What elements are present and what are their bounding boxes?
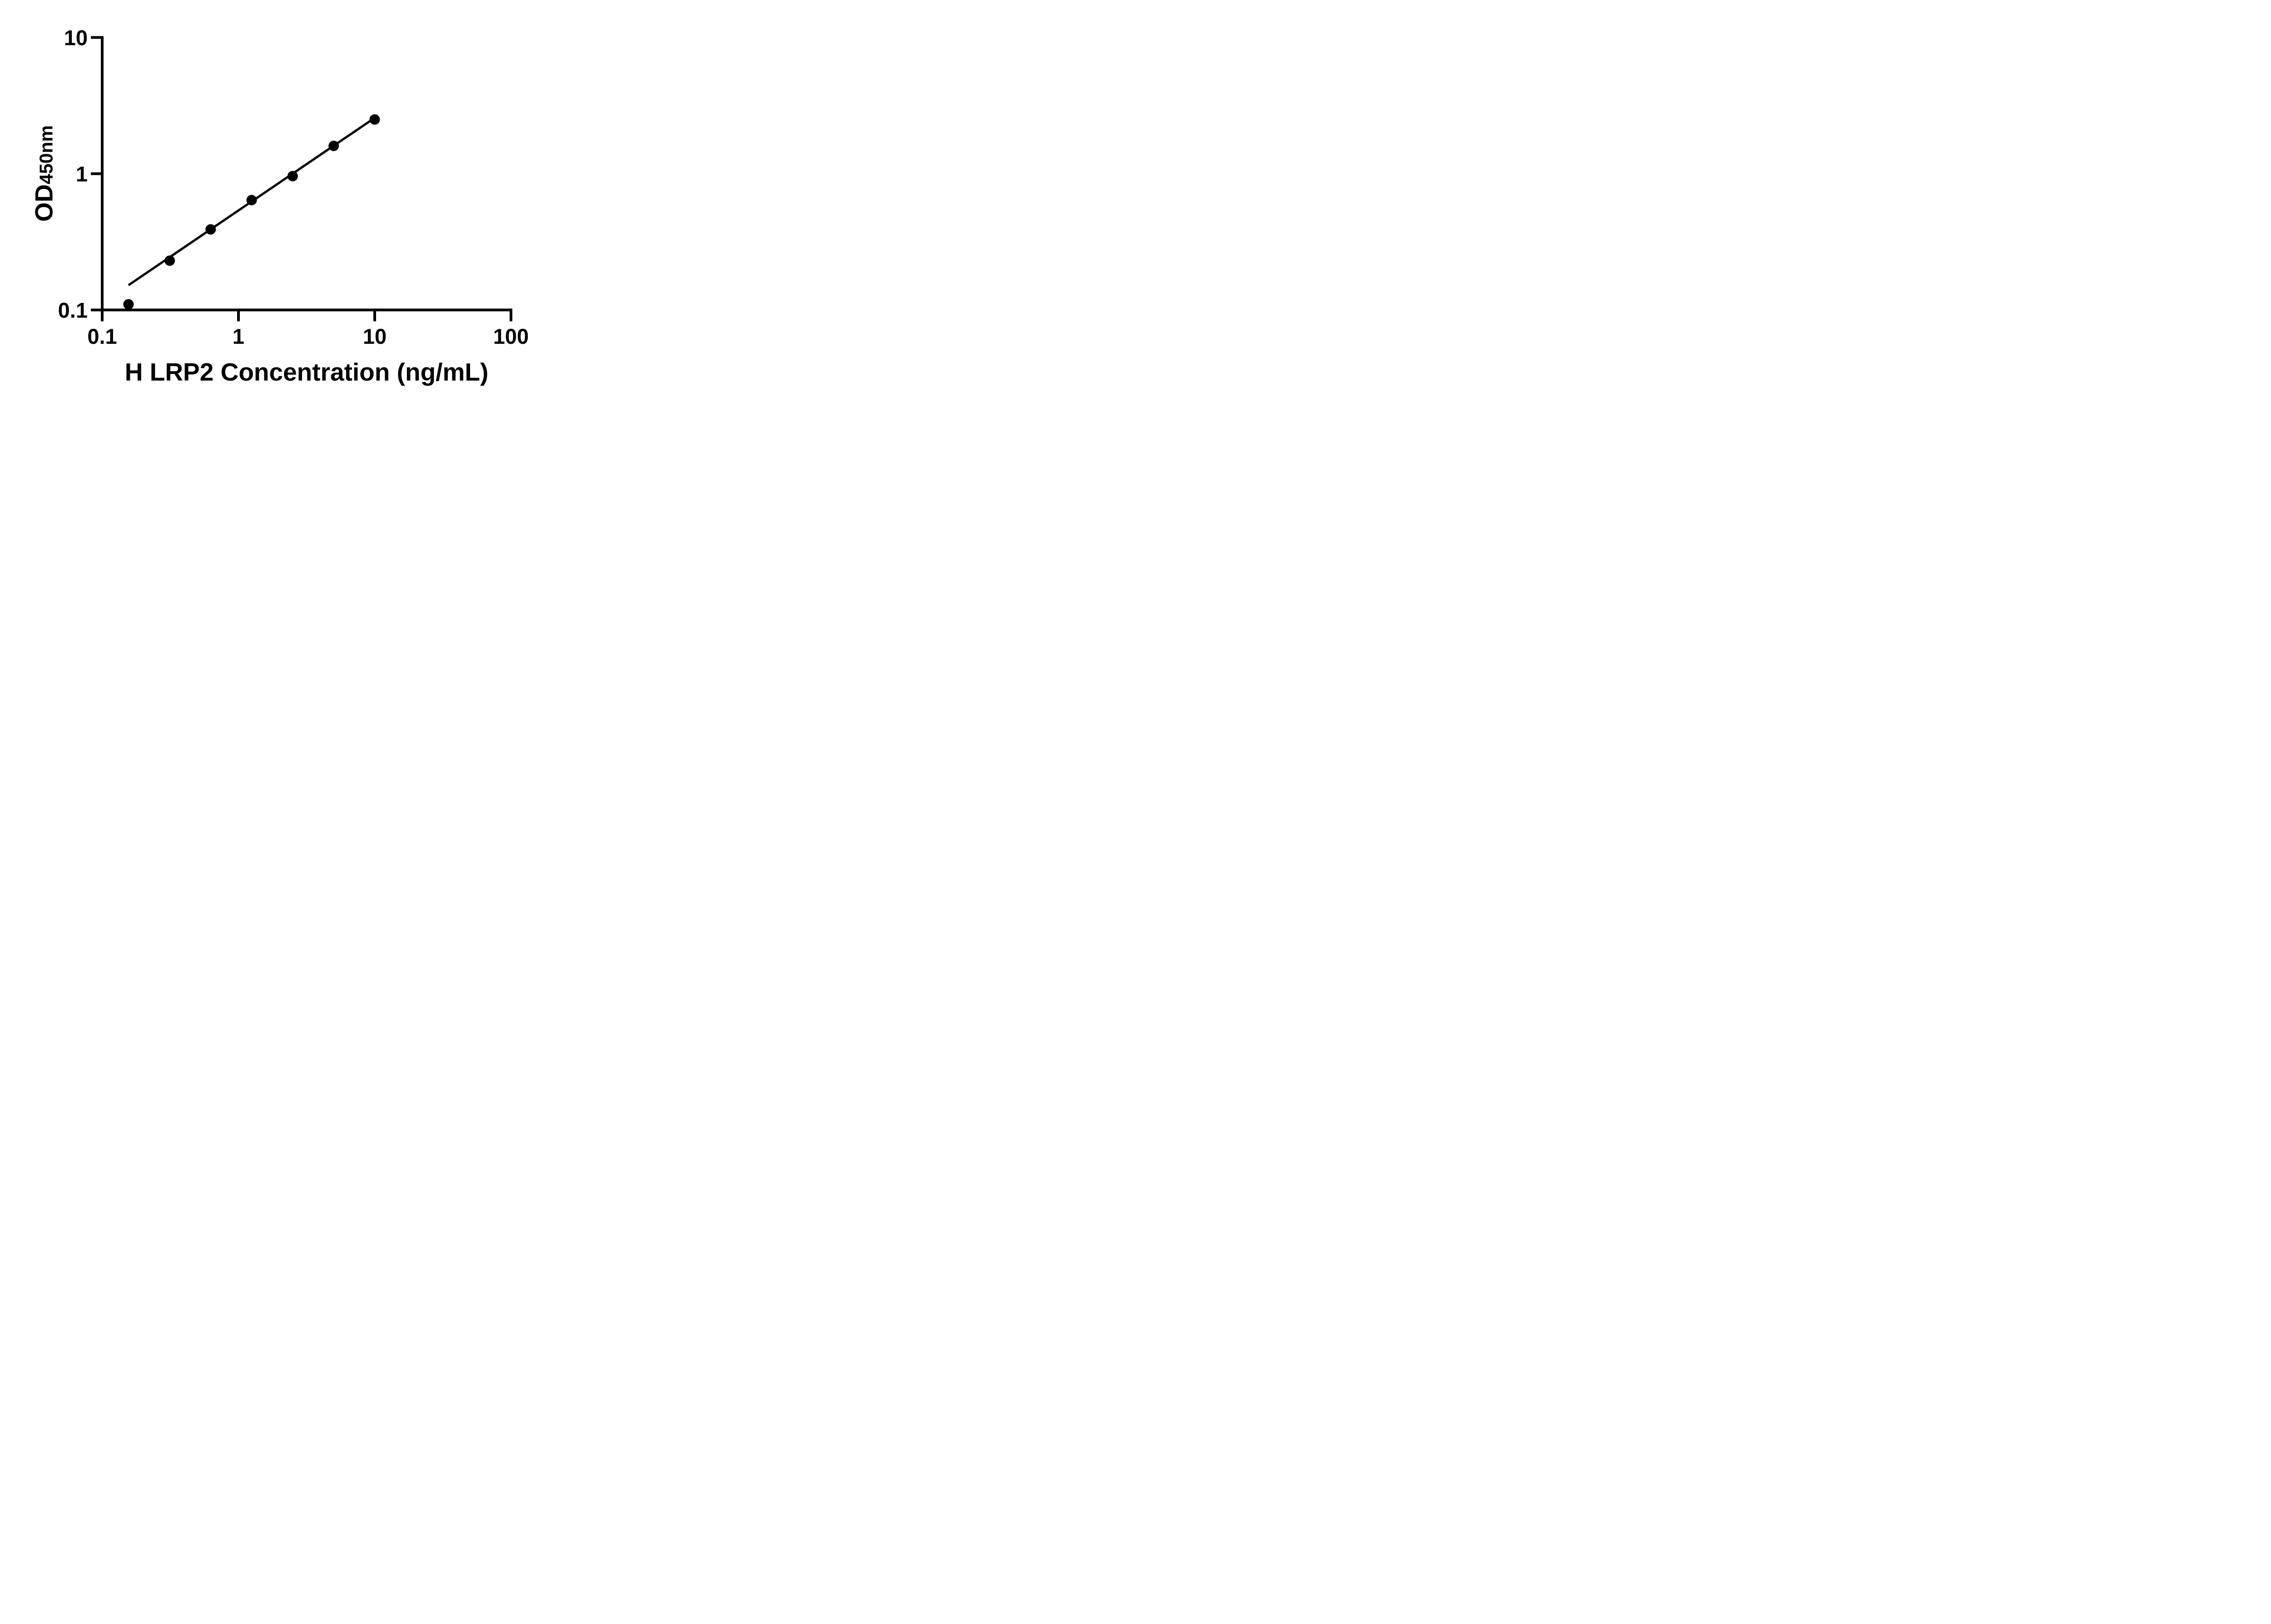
data-point: [287, 171, 298, 182]
x-tick-label: 1: [233, 324, 244, 348]
y-tick-label: 0.1: [58, 298, 88, 322]
y-axis-title: OD450nm: [30, 125, 58, 222]
plot-area: 0.1 1 10 0.1 1 10 100: [58, 26, 529, 349]
y-axis-title-main: OD: [30, 184, 58, 222]
data-point: [164, 255, 175, 266]
x-tick-label: 0.1: [87, 324, 117, 348]
x-tick-label: 10: [363, 324, 387, 348]
data-point: [369, 114, 380, 125]
x-axis-title: H LRP2 Concentration (ng/mL): [124, 358, 489, 386]
data-point: [246, 195, 257, 206]
y-axis-title-subscript: 450nm: [35, 125, 57, 184]
x-tick-label: 100: [493, 324, 529, 348]
data-point: [328, 140, 339, 151]
y-tick-label: 10: [64, 26, 88, 50]
data-point: [205, 224, 216, 235]
data-point: [123, 299, 134, 310]
y-tick-label: 1: [76, 162, 88, 186]
elisa-standard-curve-figure: 0.1 1 10 0.1 1 10 100 H LRP2 Concentration (ng…: [0, 0, 576, 406]
